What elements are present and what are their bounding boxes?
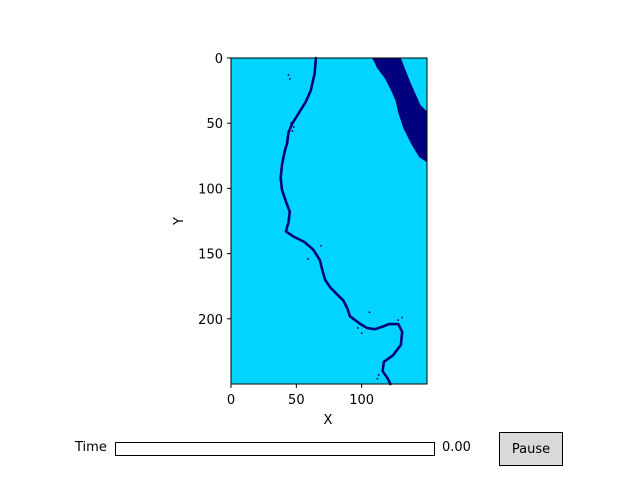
x-axis-ticks: 0 50 100: [227, 384, 374, 408]
land-background: [231, 58, 427, 384]
water-speckle: [320, 244, 322, 247]
y-axis-ticks: 0 50 100 150 200: [198, 52, 231, 328]
pause-button[interactable]: Pause: [499, 432, 563, 466]
water-speckle: [377, 374, 380, 376]
y-tick-label: 100: [198, 182, 223, 197]
water-speckle: [291, 130, 294, 132]
upper-right-water-region: [372, 58, 427, 163]
water-speckle: [287, 74, 290, 76]
y-tick-label: 50: [206, 117, 223, 132]
water-speckles: [287, 74, 403, 380]
water-speckle: [356, 327, 359, 329]
water-speckle: [368, 311, 371, 314]
time-slider[interactable]: [115, 442, 435, 456]
water-speckle: [289, 78, 291, 80]
y-axis-label: Y: [172, 217, 187, 226]
y-tick-label: 200: [198, 313, 223, 328]
x-tick-label: 100: [349, 393, 374, 408]
water-speckle: [292, 126, 295, 128]
water-speckle: [360, 332, 363, 334]
y-tick-label: 150: [198, 248, 223, 263]
y-tick-label: 0: [215, 52, 223, 67]
water-speckle: [376, 377, 379, 380]
water-speckle: [290, 122, 292, 124]
axes-frame: [230, 57, 428, 385]
water-speckle: [401, 316, 403, 319]
water-speckle: [397, 319, 400, 321]
time-slider-value: 0.00: [442, 440, 471, 455]
heatmap-axes: 0 50 100 0 50 100 150 200 X Y: [172, 52, 428, 428]
time-slider-label: Time: [75, 440, 107, 455]
x-tick-label: 50: [288, 393, 305, 408]
water-speckle: [307, 258, 309, 260]
x-tick-label: 0: [227, 393, 235, 408]
x-axis-label: X: [324, 413, 333, 428]
river-channel: [279, 56, 404, 386]
